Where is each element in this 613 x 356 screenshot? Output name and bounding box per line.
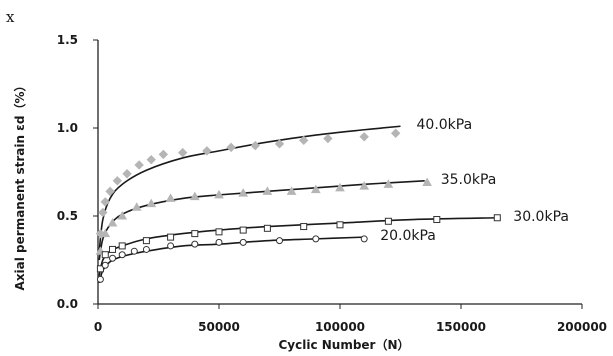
series-40-0kpa-marker xyxy=(177,147,188,158)
series-35-0kpa-marker xyxy=(383,179,394,188)
x-tick-label: 150000 xyxy=(436,320,486,334)
series-35-0kpa-marker xyxy=(165,193,176,202)
series-30-0kpa-marker xyxy=(493,214,501,222)
series-20-0kpa-marker xyxy=(276,237,283,245)
series-35-0kpa-marker xyxy=(107,218,118,227)
series-20-0kpa-marker xyxy=(101,261,109,269)
series-35-0kpa-fit-curve xyxy=(98,180,425,261)
series-20-0kpa-marker xyxy=(130,247,138,255)
series-20-0kpa-marker xyxy=(360,235,368,243)
series-20-0kpa-marker xyxy=(118,251,126,259)
series-40-0kpa-marker xyxy=(274,139,285,149)
y-tick-label: 1.0 xyxy=(57,121,78,135)
series-30-0kpa-fit-curve xyxy=(98,216,498,277)
y-tick-label: 1.5 xyxy=(57,33,78,47)
series-30-0kpa-marker xyxy=(433,216,441,224)
series-40-0kpa-marker xyxy=(226,142,236,153)
series-35-0kpa-marker xyxy=(100,228,111,238)
series-30-0kpa-marker xyxy=(300,223,308,231)
data-markers xyxy=(95,128,501,283)
series-35-0kpa-marker xyxy=(422,177,432,187)
series-20-0kpa-marker xyxy=(109,254,117,262)
x-axis-title: Cyclic Number（N） xyxy=(278,337,409,352)
series-40-0kpa-marker xyxy=(134,160,144,170)
series-40-0kpa-fit-curve xyxy=(98,125,401,252)
series-30-0kpa-marker xyxy=(384,217,392,225)
series-35-0kpa-marker xyxy=(189,191,200,201)
series-40-0kpa-marker xyxy=(202,146,212,156)
series-35-0kpa-marker xyxy=(359,181,370,190)
series-20-0kpa-marker xyxy=(215,238,223,246)
corner-mark: x xyxy=(6,8,15,26)
series-35-0kpa-marker xyxy=(131,202,142,211)
series-30-0kpa-marker xyxy=(263,224,271,232)
series-30-0kpa-marker xyxy=(101,251,109,259)
x-tick-label: 100000 xyxy=(315,320,365,334)
series-40-0kpa-marker xyxy=(100,197,110,207)
x-tick-label: 200000 xyxy=(557,320,607,334)
series-35-0kpa-marker xyxy=(117,210,128,220)
series-35-0kpa-marker xyxy=(238,188,249,197)
series-40-0kpa-marker xyxy=(98,207,108,218)
series-40-0kpa-marker xyxy=(390,128,401,138)
series-35-0kpa-marker xyxy=(262,186,273,195)
y-axis-title: Axial permanent strain εd（%） xyxy=(12,80,27,291)
series-30-0kpa-marker xyxy=(239,226,247,234)
series-30-0kpa-marker xyxy=(96,265,104,273)
series-20-0kpa-marker xyxy=(191,240,199,248)
series-labels: 40.0kPa 35.0kPa 30.0kPa 20.0kPa xyxy=(380,117,569,244)
series-40-0kpa-marker xyxy=(122,169,132,179)
series-35-0kpa-marker xyxy=(146,198,157,208)
series-40-0kpa-marker xyxy=(298,135,309,146)
series-30-0kpa-marker xyxy=(142,237,150,245)
series-35-0kpa-marker xyxy=(335,182,345,192)
series-20-0kpa-label: 20.0kPa xyxy=(380,228,436,244)
series-40-0kpa-label: 40.0kPa xyxy=(417,117,473,133)
series-30-0kpa-marker xyxy=(191,230,199,238)
series-40-0kpa-marker xyxy=(323,133,333,144)
series-30-0kpa-label: 30.0kPa xyxy=(513,209,569,225)
series-40-0kpa-marker xyxy=(158,149,169,160)
series-20-0kpa-fit-curve xyxy=(98,236,365,284)
series-20-0kpa-marker xyxy=(167,242,175,250)
fit-curves xyxy=(98,125,498,284)
axes: 0.0 0.5 1.0 1.5 0 50000 100000 150000 200000 xyxy=(57,33,607,334)
y-tick-label: 0.5 xyxy=(57,209,78,223)
series-40-0kpa-marker xyxy=(112,176,123,186)
series-30-0kpa-marker xyxy=(336,221,344,229)
series-30-0kpa-marker xyxy=(167,233,175,241)
series-20-0kpa-marker xyxy=(312,235,320,243)
series-20-0kpa-marker xyxy=(142,245,150,253)
series-40-0kpa-marker xyxy=(250,140,261,151)
series-35-0kpa-marker xyxy=(310,184,321,194)
y-tick-label: 0.0 xyxy=(57,297,78,311)
series-40-0kpa-marker xyxy=(105,186,115,197)
series-35-0kpa-marker xyxy=(214,189,224,199)
x-tick-label: 50000 xyxy=(198,320,240,334)
series-35-0kpa-label: 35.0kPa xyxy=(441,172,497,188)
series-40-0kpa-marker xyxy=(359,132,369,142)
series-30-0kpa-marker xyxy=(118,242,126,250)
x-tick-label: 0 xyxy=(94,320,102,334)
series-35-0kpa-marker xyxy=(286,186,297,195)
series-40-0kpa-marker xyxy=(146,154,156,165)
series-30-0kpa-marker xyxy=(215,228,223,236)
series-20-0kpa-marker xyxy=(96,275,104,283)
series-20-0kpa-marker xyxy=(239,238,247,246)
series-30-0kpa-marker xyxy=(109,245,117,253)
